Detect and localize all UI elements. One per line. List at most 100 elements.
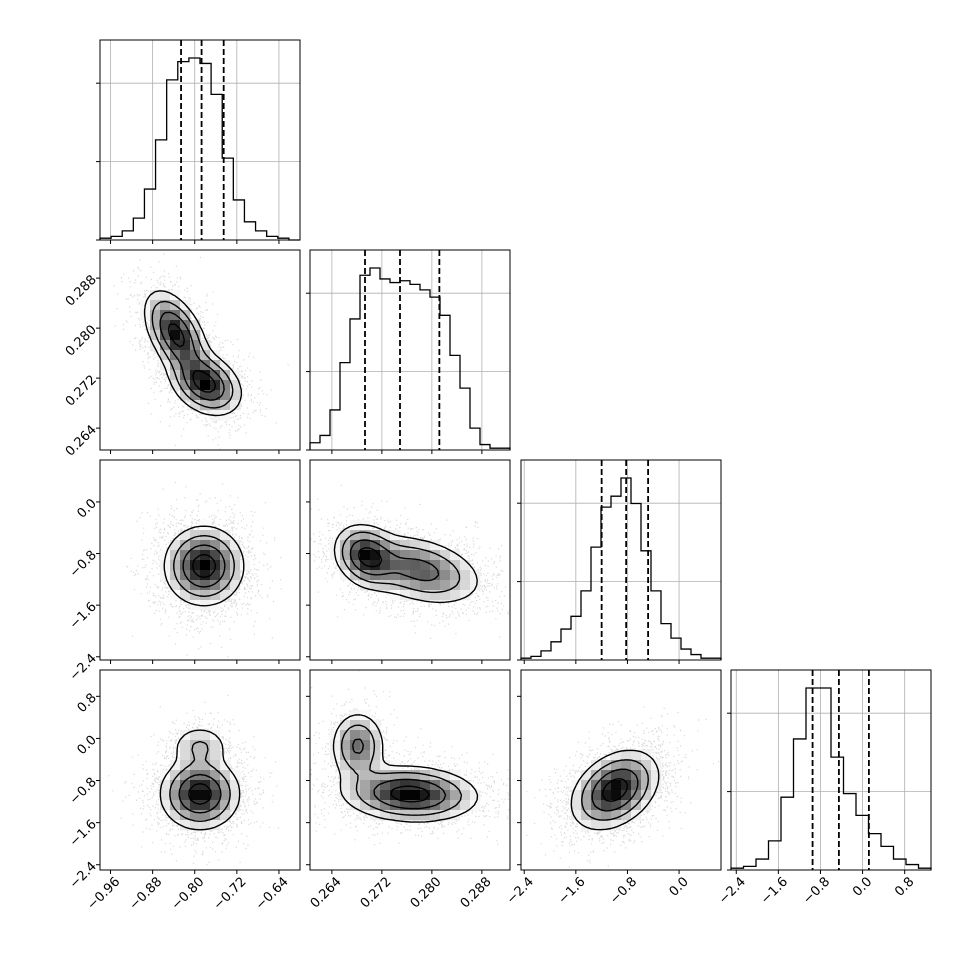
density-cell xyxy=(360,550,371,561)
density-cell xyxy=(200,760,211,771)
density-cell xyxy=(350,770,361,781)
density-cell xyxy=(410,570,421,581)
density-cell xyxy=(220,580,231,591)
contour-line-3 xyxy=(357,547,383,568)
density-cell xyxy=(370,800,381,811)
density-cell xyxy=(210,750,221,761)
density-cell xyxy=(350,740,361,751)
density-cell xyxy=(420,770,431,781)
density-cell xyxy=(400,800,411,811)
density-cell xyxy=(190,340,201,351)
panel-background xyxy=(100,40,300,240)
density-cell xyxy=(591,790,602,801)
density-cell xyxy=(360,580,371,591)
histogram-step-line xyxy=(730,687,932,870)
density-cell xyxy=(420,790,431,801)
density-cell xyxy=(150,300,161,311)
density-cell xyxy=(170,780,181,791)
density-cell xyxy=(420,540,431,551)
density-cell xyxy=(190,390,201,401)
contour-line-3 xyxy=(602,778,629,802)
density-cell xyxy=(160,330,171,341)
y-tick-label: −1.6 xyxy=(67,817,100,850)
density-cell xyxy=(220,410,231,421)
density-cell xyxy=(200,350,211,361)
density-cell xyxy=(410,550,421,561)
density-cell xyxy=(611,800,622,811)
density-cell xyxy=(410,560,421,571)
density-cell xyxy=(180,540,191,551)
density-cell xyxy=(160,560,171,571)
density-cell xyxy=(190,810,201,821)
density-cell xyxy=(440,580,451,591)
density-cell xyxy=(210,780,221,791)
density-cell xyxy=(450,550,461,561)
density-cell xyxy=(621,770,632,781)
density-cell xyxy=(200,570,211,581)
density-cell xyxy=(230,380,241,391)
density-cell xyxy=(340,770,351,781)
density-cell xyxy=(340,780,351,791)
density-cell xyxy=(190,360,201,371)
density-cell xyxy=(370,560,381,571)
density-cell xyxy=(230,780,241,791)
density-cell xyxy=(621,760,632,771)
density-cell xyxy=(390,780,401,791)
density-cell xyxy=(350,530,361,541)
density-cell xyxy=(180,350,191,361)
density-cell xyxy=(180,580,191,591)
contour-line-0 xyxy=(143,290,243,417)
density-cell xyxy=(340,730,351,741)
panel-frame xyxy=(520,669,722,871)
density-cell xyxy=(240,560,251,571)
density-cell xyxy=(220,770,231,781)
histogram-panel-0 xyxy=(96,39,301,244)
density-cell xyxy=(430,550,441,561)
histogram-step-line xyxy=(520,477,722,660)
density-panel-2-0 xyxy=(96,459,301,664)
density-cell xyxy=(200,400,211,411)
density-cell xyxy=(220,530,231,541)
density-cell xyxy=(350,790,361,801)
density-cell xyxy=(591,800,602,811)
density-cell xyxy=(170,540,181,551)
density-cell xyxy=(170,560,181,571)
density-cell xyxy=(160,340,171,351)
density-cell xyxy=(340,750,351,761)
density-cell xyxy=(200,390,211,401)
density-panel-1-0 xyxy=(96,249,301,454)
density-cell xyxy=(410,770,421,781)
density-cell xyxy=(370,760,381,771)
density-cell xyxy=(611,820,622,831)
density-cell xyxy=(230,790,241,801)
density-cell xyxy=(200,750,211,761)
histogram-step-line xyxy=(99,57,300,241)
density-cell xyxy=(180,370,191,381)
density-cell xyxy=(200,810,211,821)
density-cell xyxy=(430,570,441,581)
density-cell xyxy=(170,330,181,341)
density-cell xyxy=(190,540,201,551)
density-cell xyxy=(601,790,612,801)
x-tick-label: −2.4 xyxy=(504,874,537,907)
density-cell xyxy=(360,750,371,761)
density-layer xyxy=(108,694,280,866)
density-cell xyxy=(220,760,231,771)
density-cell xyxy=(210,790,221,801)
density-cell xyxy=(380,810,391,821)
density-cell xyxy=(420,550,431,561)
density-cell xyxy=(340,550,351,561)
contour-line-3 xyxy=(390,785,431,803)
density-cell xyxy=(591,770,602,781)
density-cell xyxy=(190,330,201,341)
density-cell xyxy=(150,320,161,331)
density-cell xyxy=(210,740,221,751)
density-cell xyxy=(190,740,201,751)
density-cell xyxy=(200,380,211,391)
panel-frame xyxy=(99,249,301,451)
histogram-step-line xyxy=(309,267,511,450)
density-cell xyxy=(400,590,411,601)
density-cell xyxy=(200,790,211,801)
density-cell xyxy=(210,820,221,831)
density-cell xyxy=(360,770,371,781)
